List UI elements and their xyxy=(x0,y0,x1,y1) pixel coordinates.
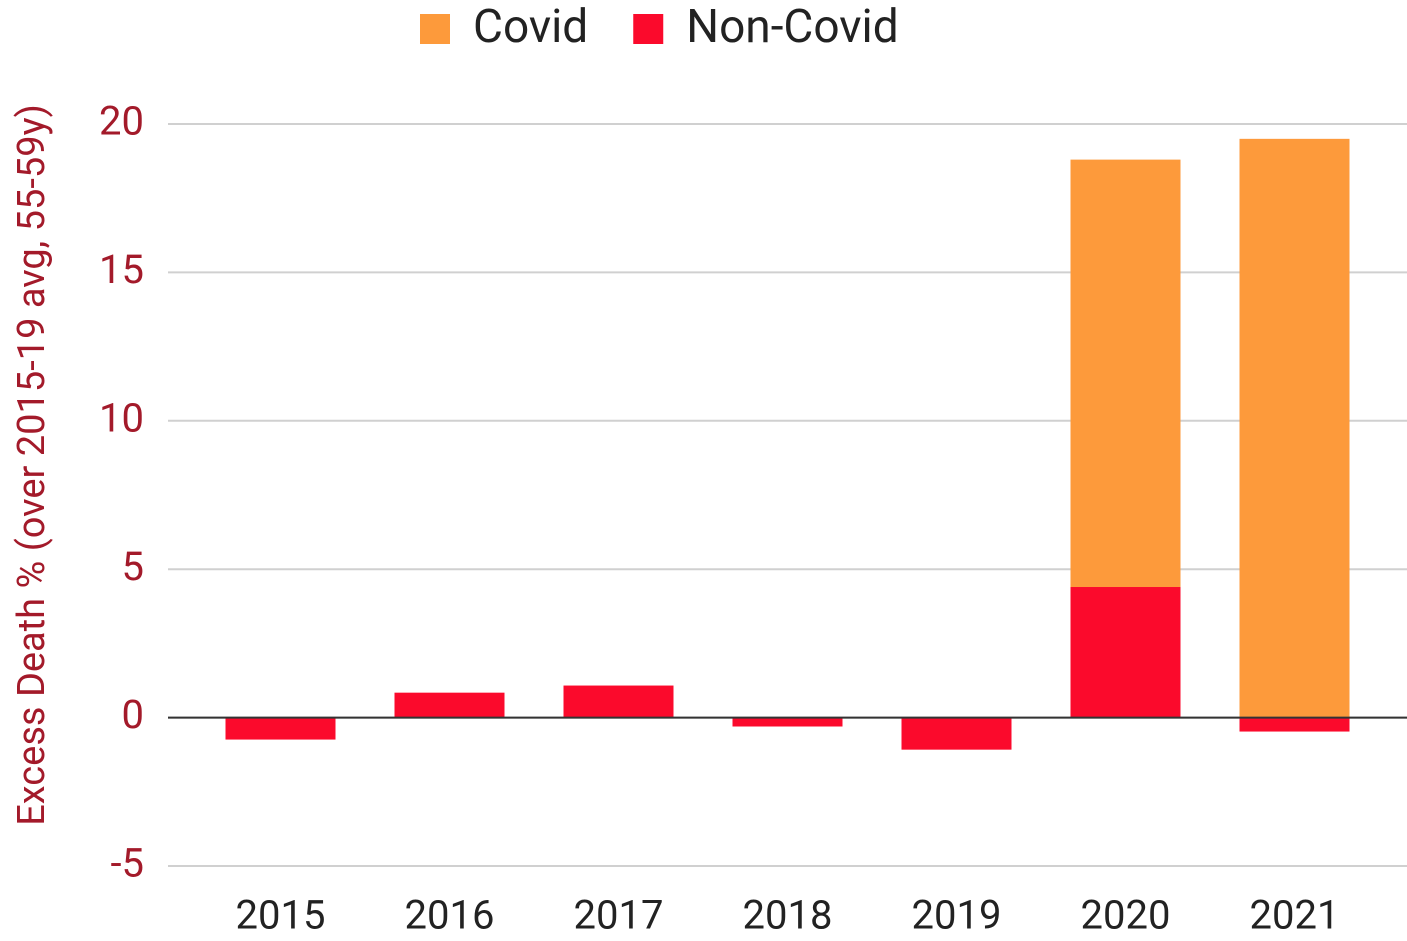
bar-segment xyxy=(1239,717,1350,732)
bar-segment xyxy=(732,717,843,727)
bar-segment xyxy=(1070,159,1181,588)
y-tick-label: 0 xyxy=(122,691,144,738)
legend-label: Non-Covid xyxy=(686,0,898,54)
legend-swatch xyxy=(633,14,664,44)
bar-segment xyxy=(225,717,336,740)
bar-segment xyxy=(563,685,674,718)
x-tick-label: 2015 xyxy=(236,892,326,939)
x-tick-label: 2017 xyxy=(574,892,664,939)
legend-swatch xyxy=(420,14,450,44)
x-tick-label: 2016 xyxy=(405,892,495,939)
x-tick-label: 2021 xyxy=(1250,892,1340,939)
bar-segment xyxy=(901,717,1012,750)
x-tick-label: 2018 xyxy=(743,892,833,939)
y-tick-label: -5 xyxy=(110,840,144,887)
legend-label: Covid xyxy=(473,0,588,54)
bar-segment xyxy=(1239,138,1350,718)
y-tick-label: 20 xyxy=(99,98,144,145)
y-tick-label: 10 xyxy=(99,394,144,441)
bar-segment xyxy=(1070,587,1181,718)
bar-segment xyxy=(394,692,505,718)
y-tick-label: 15 xyxy=(99,246,144,293)
x-tick-label: 2020 xyxy=(1081,892,1171,939)
x-tick-label: 2019 xyxy=(912,892,1002,939)
y-axis-title: Excess Death % (over 2015-19 avg, 55-59y… xyxy=(10,104,54,826)
y-tick-label: 5 xyxy=(122,543,144,590)
